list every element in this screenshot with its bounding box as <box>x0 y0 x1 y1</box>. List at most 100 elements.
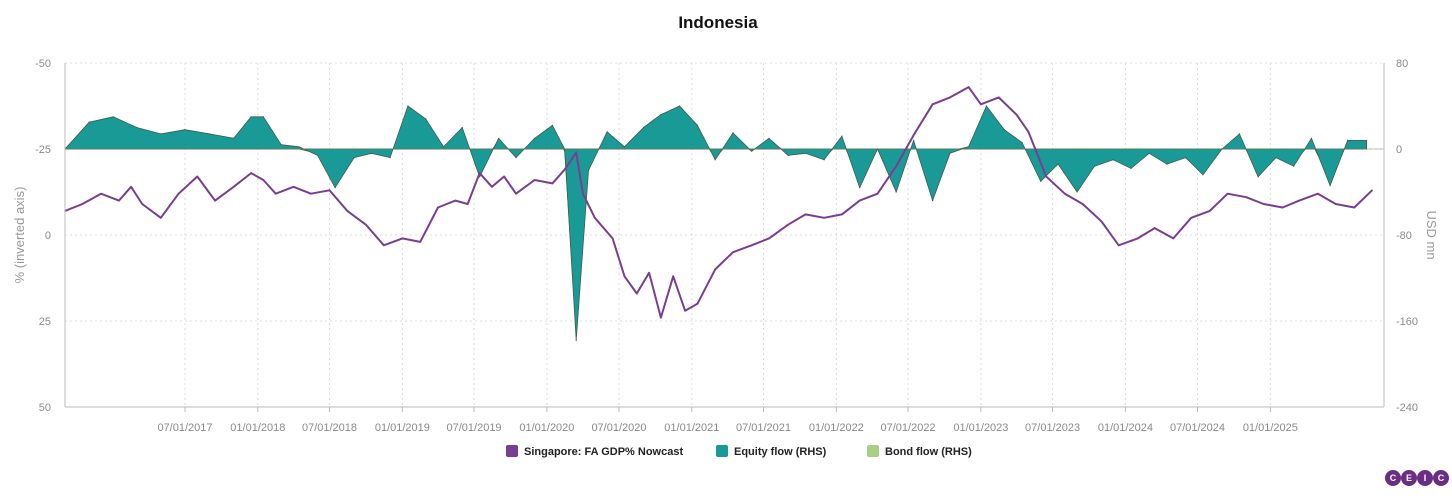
data-point <box>196 175 199 178</box>
data-point <box>660 316 662 319</box>
data-point <box>967 86 970 88</box>
logo-letter: C <box>1390 473 1397 483</box>
data-point <box>1353 206 1356 209</box>
left-tick-label: -50 <box>35 58 51 70</box>
data-point <box>1226 192 1229 195</box>
data-point <box>454 199 457 202</box>
data-point <box>660 114 662 116</box>
data-point <box>636 292 638 295</box>
data-point <box>274 192 277 195</box>
data-point <box>587 169 590 172</box>
data-point <box>1166 163 1168 165</box>
right-tick-label: -160 <box>1396 316 1418 328</box>
data-point <box>582 192 584 195</box>
data-point <box>594 217 596 219</box>
data-point <box>1081 203 1084 205</box>
right-tick-label: -240 <box>1396 402 1418 414</box>
data-point <box>648 272 650 274</box>
data-point <box>1293 165 1295 167</box>
data-point <box>732 251 734 253</box>
right-tick-label: 0 <box>1396 144 1402 156</box>
data-point <box>804 152 807 154</box>
legend-swatch-equity <box>716 445 728 457</box>
data-point <box>141 203 143 205</box>
data-point <box>895 165 897 167</box>
data-point <box>623 275 626 278</box>
data-point <box>1003 129 1005 131</box>
data-point <box>1262 203 1265 205</box>
data-point <box>563 168 566 171</box>
data-point <box>1100 220 1103 222</box>
data-point <box>1015 113 1018 116</box>
data-point <box>1371 189 1373 192</box>
legend-swatch-bond <box>867 445 879 457</box>
data-point <box>684 309 686 312</box>
data-point <box>233 137 235 139</box>
data-point <box>949 152 951 154</box>
data-point <box>1148 152 1150 154</box>
data-point <box>353 157 355 159</box>
data-point <box>1202 174 1204 176</box>
legend-item-bond[interactable]: Bond flow (RHS) <box>867 445 972 458</box>
data-point <box>419 241 422 243</box>
data-point <box>250 172 252 174</box>
data-point <box>515 192 517 195</box>
data-point <box>787 154 789 156</box>
data-point <box>389 157 391 159</box>
data-point <box>1027 131 1030 133</box>
legend-label-bond: Bond flow (RHS) <box>885 446 972 458</box>
data-point <box>1093 165 1096 167</box>
data-point <box>1257 176 1259 178</box>
left-axis-title: % (inverted axis) <box>12 187 27 284</box>
data-point <box>160 133 162 135</box>
data-point <box>575 151 577 154</box>
x-tick-label: 07/01/2023 <box>1025 422 1080 434</box>
data-point <box>534 137 536 139</box>
data-point <box>1366 139 1368 141</box>
data-point <box>346 210 349 212</box>
data-point <box>498 137 500 139</box>
data-point <box>912 134 915 136</box>
data-point <box>491 186 493 188</box>
data-point <box>1136 237 1139 240</box>
x-tick-label: 07/01/2024 <box>1170 422 1225 434</box>
data-point <box>696 303 699 305</box>
x-tick-label: 01/01/2021 <box>664 422 719 434</box>
data-point <box>280 144 282 146</box>
left-tick-label: -25 <box>35 144 51 156</box>
data-point <box>859 187 861 189</box>
data-point <box>298 146 300 148</box>
logo-dot <box>1385 470 1401 486</box>
data-point <box>401 237 404 240</box>
data-point <box>425 118 427 120</box>
x-tick-label: 01/01/2022 <box>809 422 864 434</box>
data-point <box>750 244 753 247</box>
data-point <box>858 199 861 202</box>
data-point <box>478 172 481 174</box>
data-point <box>118 199 120 202</box>
data-point <box>437 206 439 209</box>
area-path <box>64 105 1367 341</box>
right-tick-label: -80 <box>1396 230 1412 242</box>
data-point <box>1281 206 1284 209</box>
data-point <box>112 116 114 118</box>
data-point <box>461 126 463 129</box>
data-point <box>949 96 951 99</box>
data-point <box>310 192 312 195</box>
data-point <box>841 213 843 216</box>
left-tick-label: 25 <box>39 316 51 328</box>
data-point <box>1130 167 1132 169</box>
x-tick-label: 01/01/2019 <box>375 422 430 434</box>
data-point <box>214 199 216 202</box>
data-point <box>932 200 934 202</box>
data-point <box>551 182 554 185</box>
data-point <box>787 223 789 226</box>
data-point <box>1334 203 1337 205</box>
data-point <box>551 124 554 126</box>
data-point <box>1238 133 1241 135</box>
data-point <box>136 126 138 129</box>
legend-item-equity[interactable]: Equity flow (RHS) <box>716 445 827 458</box>
legend-item-gdp[interactable]: Singapore: FA GDP% Nowcast <box>506 445 683 458</box>
data-point <box>823 217 825 219</box>
